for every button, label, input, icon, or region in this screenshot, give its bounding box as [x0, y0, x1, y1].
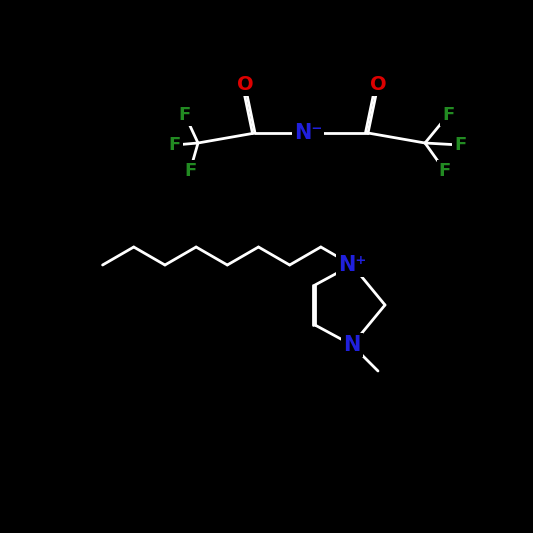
Text: O: O	[237, 76, 253, 94]
Text: N⁻: N⁻	[294, 123, 322, 143]
Text: O: O	[370, 76, 386, 94]
Text: F: F	[179, 106, 191, 124]
Text: F: F	[442, 106, 454, 124]
Text: N⁺: N⁺	[338, 255, 366, 275]
Text: F: F	[454, 136, 466, 154]
Text: F: F	[184, 162, 196, 180]
Text: N: N	[343, 335, 361, 355]
Text: F: F	[169, 136, 181, 154]
Text: F: F	[439, 162, 451, 180]
